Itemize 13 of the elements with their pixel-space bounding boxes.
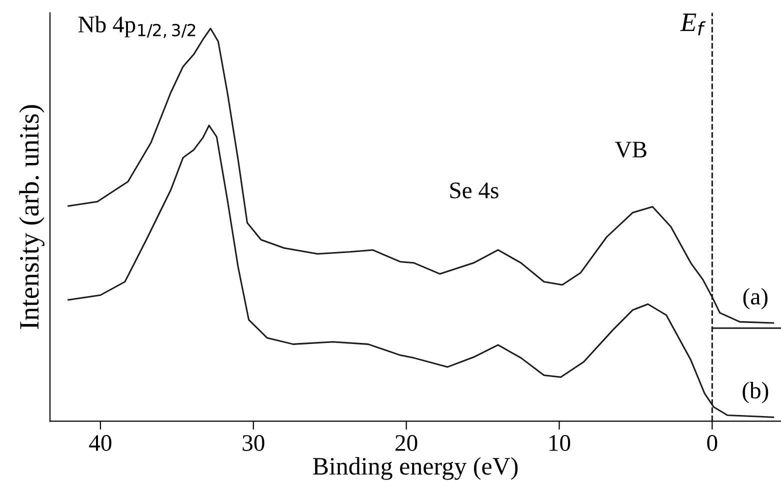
annotation: (a): [743, 288, 768, 310]
ref-line-label: E$_{f}$: [680, 14, 706, 36]
x-tick-label: 40: [89, 435, 112, 451]
annotation: Se 4s: [450, 182, 498, 198]
annotation: (b): [742, 382, 768, 404]
x-tick-label: 20: [396, 435, 418, 451]
y-axis-title: Intensity (arb. units): [19, 105, 44, 329]
x-tick-label: 30: [242, 435, 264, 451]
x-tick-label: 10: [550, 435, 570, 451]
annotation: Nb 4p$_{1/2,3/2}$: [78, 16, 196, 38]
x-tick-label: 0: [707, 435, 718, 451]
x-axis-title: Binding energy (eV): [312, 457, 518, 480]
annotation: VB: [615, 142, 646, 158]
